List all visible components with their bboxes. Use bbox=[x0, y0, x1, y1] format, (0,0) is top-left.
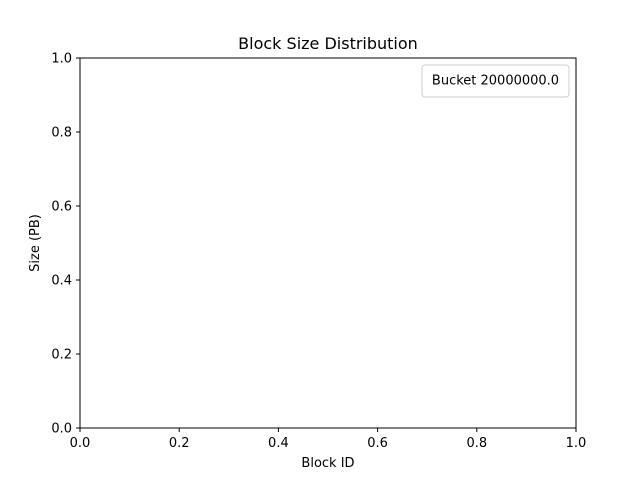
legend-box bbox=[421, 64, 570, 98]
y-tick-label: 0.2 bbox=[51, 348, 72, 363]
legend: Bucket 20000000.0 bbox=[421, 64, 570, 98]
x-tick-label: 0.8 bbox=[466, 436, 487, 451]
y-tick-label: 1.0 bbox=[51, 52, 72, 67]
plot-area bbox=[80, 58, 576, 428]
x-axis-ticks: 0.0 0.2 0.4 0.6 0.8 1.0 bbox=[70, 428, 587, 451]
y-axis-ticks: 0.0 0.2 0.4 0.6 0.8 1.0 bbox=[51, 52, 80, 437]
x-tick-label: 0.0 bbox=[70, 436, 91, 451]
x-tick-label: 0.2 bbox=[169, 436, 190, 451]
x-tick-label: 0.6 bbox=[367, 436, 388, 451]
y-axis-label: Size (PB) bbox=[28, 214, 43, 272]
y-tick-label: 0.8 bbox=[51, 126, 72, 141]
axes-frame bbox=[79, 57, 577, 429]
y-tick-label: 0.4 bbox=[51, 274, 72, 289]
chart-title: Block Size Distribution bbox=[238, 34, 418, 53]
x-axis-label: Block ID bbox=[301, 456, 354, 471]
x-tick-label: 0.4 bbox=[268, 436, 289, 451]
y-tick-label: 0.0 bbox=[51, 422, 72, 437]
legend-title: Bucket 20000000.0 bbox=[432, 74, 559, 89]
x-tick-label: 1.0 bbox=[566, 436, 587, 451]
y-tick-label: 0.6 bbox=[51, 200, 72, 215]
